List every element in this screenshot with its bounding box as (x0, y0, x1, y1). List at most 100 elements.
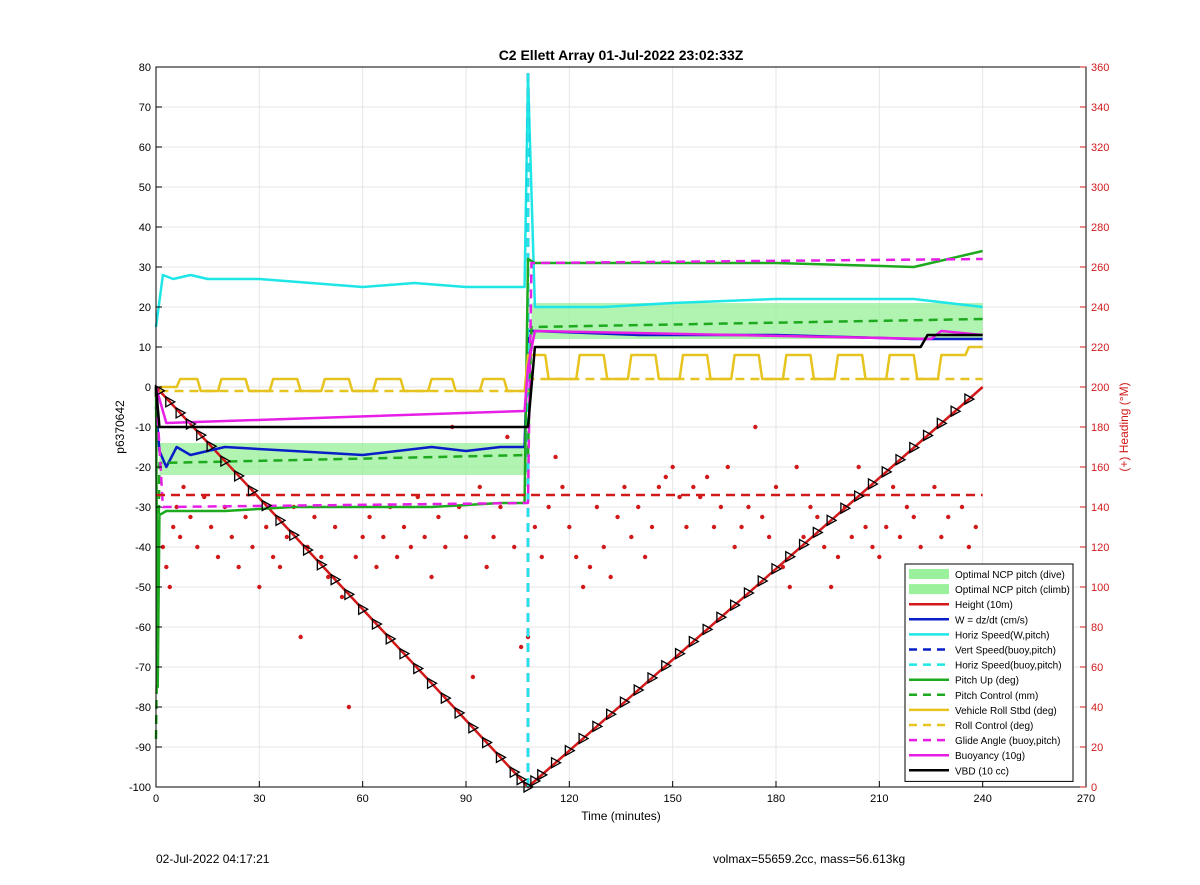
heading-point (160, 544, 166, 550)
heading-point (257, 584, 262, 590)
heading-point (815, 514, 820, 520)
height-marker (482, 736, 494, 749)
heading-point (177, 534, 183, 540)
y-tick-label: -100 (129, 782, 151, 794)
heading-point (884, 524, 889, 530)
height-marker (330, 573, 342, 586)
height-marker (344, 588, 356, 601)
height-marker (495, 751, 507, 764)
height-marker (385, 632, 397, 645)
heading-point (966, 544, 972, 550)
heading-point (656, 484, 662, 490)
heading-point (766, 534, 772, 540)
heading-point (381, 534, 386, 540)
y-tick-label: -80 (135, 702, 151, 714)
heading-point (663, 474, 668, 480)
heading-point (677, 494, 682, 500)
height-marker (798, 538, 810, 551)
y-tick-label: -60 (135, 622, 151, 634)
heading-point (946, 514, 951, 520)
footer-vehicle-info: volmax=55659.2cc, mass=56.613kg (713, 852, 906, 866)
height-marker (647, 671, 659, 685)
y2-tick-label: 100 (1091, 582, 1109, 594)
heading-point (835, 554, 841, 560)
legend-label: Vert Speed(buoy,pitch) (955, 646, 1056, 657)
legend-swatch-0 (909, 569, 949, 579)
y-tick-label: 50 (139, 182, 151, 194)
heading-point (484, 564, 489, 570)
heading-point (608, 574, 613, 580)
y-tick-label: -10 (135, 422, 151, 434)
heading-point (422, 534, 427, 540)
heading-point (753, 424, 758, 430)
series-optimal-ncp-pitch-dive (159, 443, 528, 475)
legend-label: Optimal NCP pitch (dive) (955, 570, 1065, 581)
y2-tick-label: 160 (1091, 462, 1109, 474)
heading-point (539, 554, 544, 560)
ncp-pitch-bands (159, 303, 983, 475)
height-marker (936, 417, 948, 430)
heading-point (505, 434, 510, 440)
y-tick-label: -40 (135, 542, 151, 554)
y-axis-label: p6370642 (113, 400, 127, 454)
heading-point (491, 534, 496, 540)
heading-point (394, 554, 400, 560)
heading-point (243, 514, 248, 520)
height-marker (399, 647, 411, 660)
legend-label: VBD (10 cc) (955, 766, 1009, 777)
heading-point (732, 544, 737, 550)
heading-point (725, 464, 730, 470)
heading-point (270, 554, 276, 560)
heading-point (236, 564, 241, 570)
y2-tick-label: 260 (1091, 262, 1109, 274)
y2-axis-label: (+) Heading (°M) (1117, 382, 1131, 471)
series-horiz-speed-w-pitch (154, 73, 983, 328)
heading-point (367, 514, 372, 520)
y2-tick-label: 140 (1091, 502, 1109, 514)
y-tick-label: 70 (139, 102, 151, 114)
y-tick-label: -70 (135, 662, 151, 674)
height-marker (275, 514, 287, 527)
series-pitch-up-deg (154, 249, 983, 689)
height-marker (881, 465, 893, 478)
x-tick-label: 210 (870, 793, 888, 805)
y2-tick-label: 360 (1091, 62, 1109, 74)
height-marker (454, 706, 466, 720)
heading-point (498, 504, 503, 510)
height-marker (516, 773, 528, 786)
height-marker (165, 395, 177, 408)
y2-tick-label: 60 (1091, 662, 1103, 674)
heading-point (642, 554, 648, 560)
heading-point (939, 534, 944, 540)
legend-label: Roll Control (deg) (955, 721, 1033, 732)
heading-point (215, 554, 221, 560)
legend-box (904, 563, 1074, 782)
footer-timestamp: 02-Jul-2022 04:17:21 (156, 852, 270, 866)
heading-point (229, 534, 234, 540)
height-marker (289, 529, 301, 542)
y2-tick-label: 20 (1091, 742, 1103, 754)
heading-point (822, 544, 827, 550)
height-marker (530, 774, 542, 788)
chart-title: C2 Ellett Array 01-Jul-2022 23:02:33Z (499, 47, 744, 63)
heading-point (250, 544, 255, 550)
heading-point (512, 544, 517, 550)
heading-point (622, 484, 627, 490)
x-tick-label: 60 (357, 793, 369, 805)
heading-point (195, 544, 200, 550)
heading-point (470, 674, 476, 680)
height-marker (537, 768, 549, 781)
heading-point (863, 524, 868, 530)
heading-point (360, 534, 365, 540)
y-tick-label: 30 (139, 262, 151, 274)
heading-point (477, 484, 482, 490)
heading-point (463, 534, 469, 540)
heading-point (587, 564, 593, 570)
heading-point (353, 554, 358, 560)
height-marker (261, 499, 273, 512)
heading-point (546, 504, 551, 510)
heading-point (346, 704, 352, 710)
y2-tick-label: 40 (1091, 702, 1103, 714)
height-markers (154, 384, 976, 794)
height-marker (840, 502, 852, 515)
